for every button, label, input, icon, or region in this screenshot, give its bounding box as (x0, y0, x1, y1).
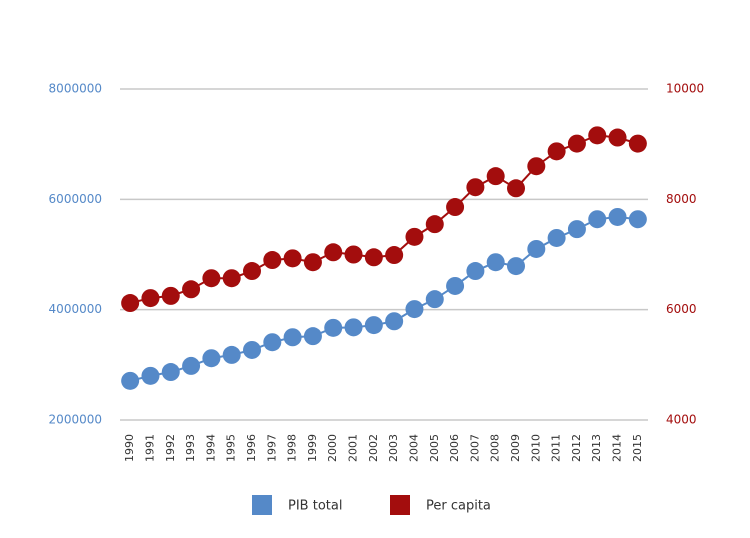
x-tick-label: 2007 (468, 434, 481, 462)
data-point (222, 269, 241, 288)
data-point (425, 215, 444, 234)
data-point (446, 276, 465, 295)
legend-swatch (252, 495, 272, 515)
data-point (527, 157, 546, 176)
data-point (547, 228, 566, 247)
data-point (486, 167, 505, 186)
data-point (486, 253, 505, 272)
data-point (324, 243, 343, 262)
data-point (141, 366, 160, 385)
y2-tick-label: 8000 (666, 192, 697, 206)
data-point (121, 294, 140, 313)
data-point (243, 340, 261, 359)
x-tick-label: 1996 (245, 434, 258, 462)
x-tick-label: 1995 (225, 434, 238, 462)
x-tick-label: 2003 (387, 434, 400, 462)
data-point (303, 253, 322, 272)
data-point (466, 262, 485, 281)
x-tick-label: 1997 (265, 434, 278, 462)
x-tick-label: 1998 (286, 434, 299, 462)
legend-swatch (390, 495, 410, 515)
data-point (588, 210, 607, 229)
data-point (283, 249, 302, 268)
data-point (182, 356, 201, 375)
data-point (202, 349, 221, 368)
data-point (161, 286, 180, 305)
data-point (344, 318, 363, 337)
data-point (628, 134, 647, 153)
data-point (263, 333, 282, 352)
data-point (161, 363, 180, 382)
y2-tick-label: 10000 (666, 82, 704, 96)
data-point (283, 328, 302, 347)
data-point (344, 245, 363, 264)
x-tick-label: 1993 (184, 434, 197, 462)
y-tick-label: 2000000 (49, 413, 102, 427)
data-point (222, 345, 241, 364)
data-point (446, 198, 465, 217)
data-point (385, 246, 404, 265)
y-tick-label: 8000000 (49, 82, 102, 96)
x-tick-label: 2001 (347, 434, 360, 462)
data-point (364, 316, 383, 335)
legend-label: Per capita (426, 499, 491, 514)
y-tick-label: 4000000 (49, 302, 102, 316)
y2-tick-label: 4000 (666, 413, 697, 427)
x-tick-label: 2008 (489, 434, 502, 462)
data-point (121, 371, 140, 390)
data-point (567, 220, 586, 239)
data-point (182, 280, 201, 299)
x-tick-label: 2006 (448, 434, 461, 462)
data-point (405, 300, 424, 319)
data-point (628, 210, 647, 229)
data-point (547, 142, 566, 161)
x-tick-label: 1994 (204, 434, 217, 462)
x-tick-label: 1991 (143, 434, 156, 462)
x-tick-label: 2011 (550, 434, 563, 462)
data-point (405, 227, 424, 246)
x-tick-label: 2002 (367, 434, 380, 462)
data-point (141, 289, 160, 308)
data-point (608, 207, 627, 226)
data-point (202, 269, 221, 288)
data-point (527, 239, 546, 258)
data-point (507, 179, 525, 198)
data-point (303, 327, 322, 346)
data-point (608, 128, 627, 147)
y2-tick-label: 6000 (666, 302, 697, 316)
x-tick-label: 1999 (306, 434, 319, 462)
data-point (263, 251, 282, 270)
x-tick-label: 2012 (570, 434, 583, 462)
x-tick-label: 2005 (428, 434, 441, 462)
x-tick-label: 2000 (326, 434, 339, 462)
data-point (324, 318, 343, 337)
data-point (567, 134, 586, 153)
x-tick-label: 2014 (611, 434, 624, 462)
x-tick-label: 2015 (631, 434, 644, 462)
data-point (588, 126, 607, 145)
data-point (243, 262, 261, 281)
data-point (385, 312, 404, 331)
x-tick-label: 2009 (509, 434, 522, 462)
data-point (507, 257, 525, 276)
x-tick-label: 1992 (164, 434, 177, 462)
x-tick-label: 1990 (123, 434, 136, 462)
x-tick-label: 2004 (407, 434, 420, 462)
x-tick-label: 2010 (529, 434, 542, 462)
y-tick-label: 6000000 (49, 192, 102, 206)
data-point (466, 178, 485, 197)
legend-label: PIB total (288, 499, 342, 514)
x-tick-label: 2013 (590, 434, 603, 462)
data-point (425, 290, 444, 309)
data-point (364, 248, 383, 267)
